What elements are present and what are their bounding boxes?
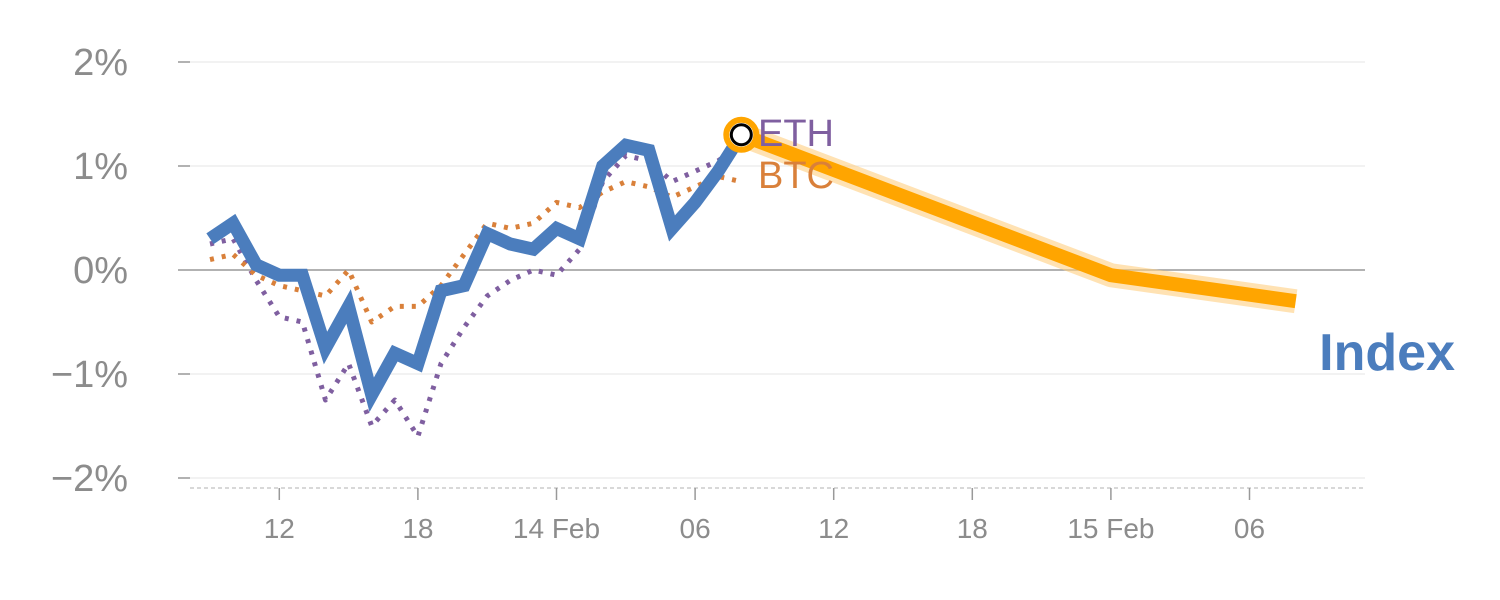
marker-core bbox=[729, 123, 753, 147]
x-tick-label: 06 bbox=[1234, 513, 1265, 544]
y-tick-label: 1% bbox=[73, 146, 128, 188]
series-label-eth: ETH bbox=[758, 113, 834, 155]
series-label-btc: BTC bbox=[758, 155, 834, 197]
series-lines bbox=[206, 123, 1298, 439]
x-tick-label: 06 bbox=[680, 513, 711, 544]
x-tick-label: 18 bbox=[402, 513, 433, 544]
y-tick-label: 0% bbox=[73, 250, 128, 292]
x-tick-label: 15 Feb bbox=[1067, 513, 1154, 544]
y-tick-label: 2% bbox=[73, 42, 128, 84]
forecast-line bbox=[738, 128, 1297, 309]
x-tick-label: 12 bbox=[818, 513, 849, 544]
series-line-index bbox=[206, 131, 747, 413]
x-tick-label: 12 bbox=[264, 513, 295, 544]
series-label-index: Index bbox=[1319, 324, 1455, 382]
x-tick-label: 14 Feb bbox=[513, 513, 600, 544]
y-tick-label: −1% bbox=[51, 354, 128, 396]
series-line-btc bbox=[209, 173, 742, 325]
x-axis: 12 18 14 Feb 06 12 18 15 Feb 06 bbox=[264, 488, 1265, 544]
series-line-eth bbox=[209, 143, 743, 439]
y-tick-label: −2% bbox=[51, 458, 128, 500]
y-axis: 2% 1% 0% −1% −2% bbox=[51, 42, 190, 500]
current-point-marker bbox=[723, 116, 760, 153]
x-tick-label: 18 bbox=[957, 513, 988, 544]
